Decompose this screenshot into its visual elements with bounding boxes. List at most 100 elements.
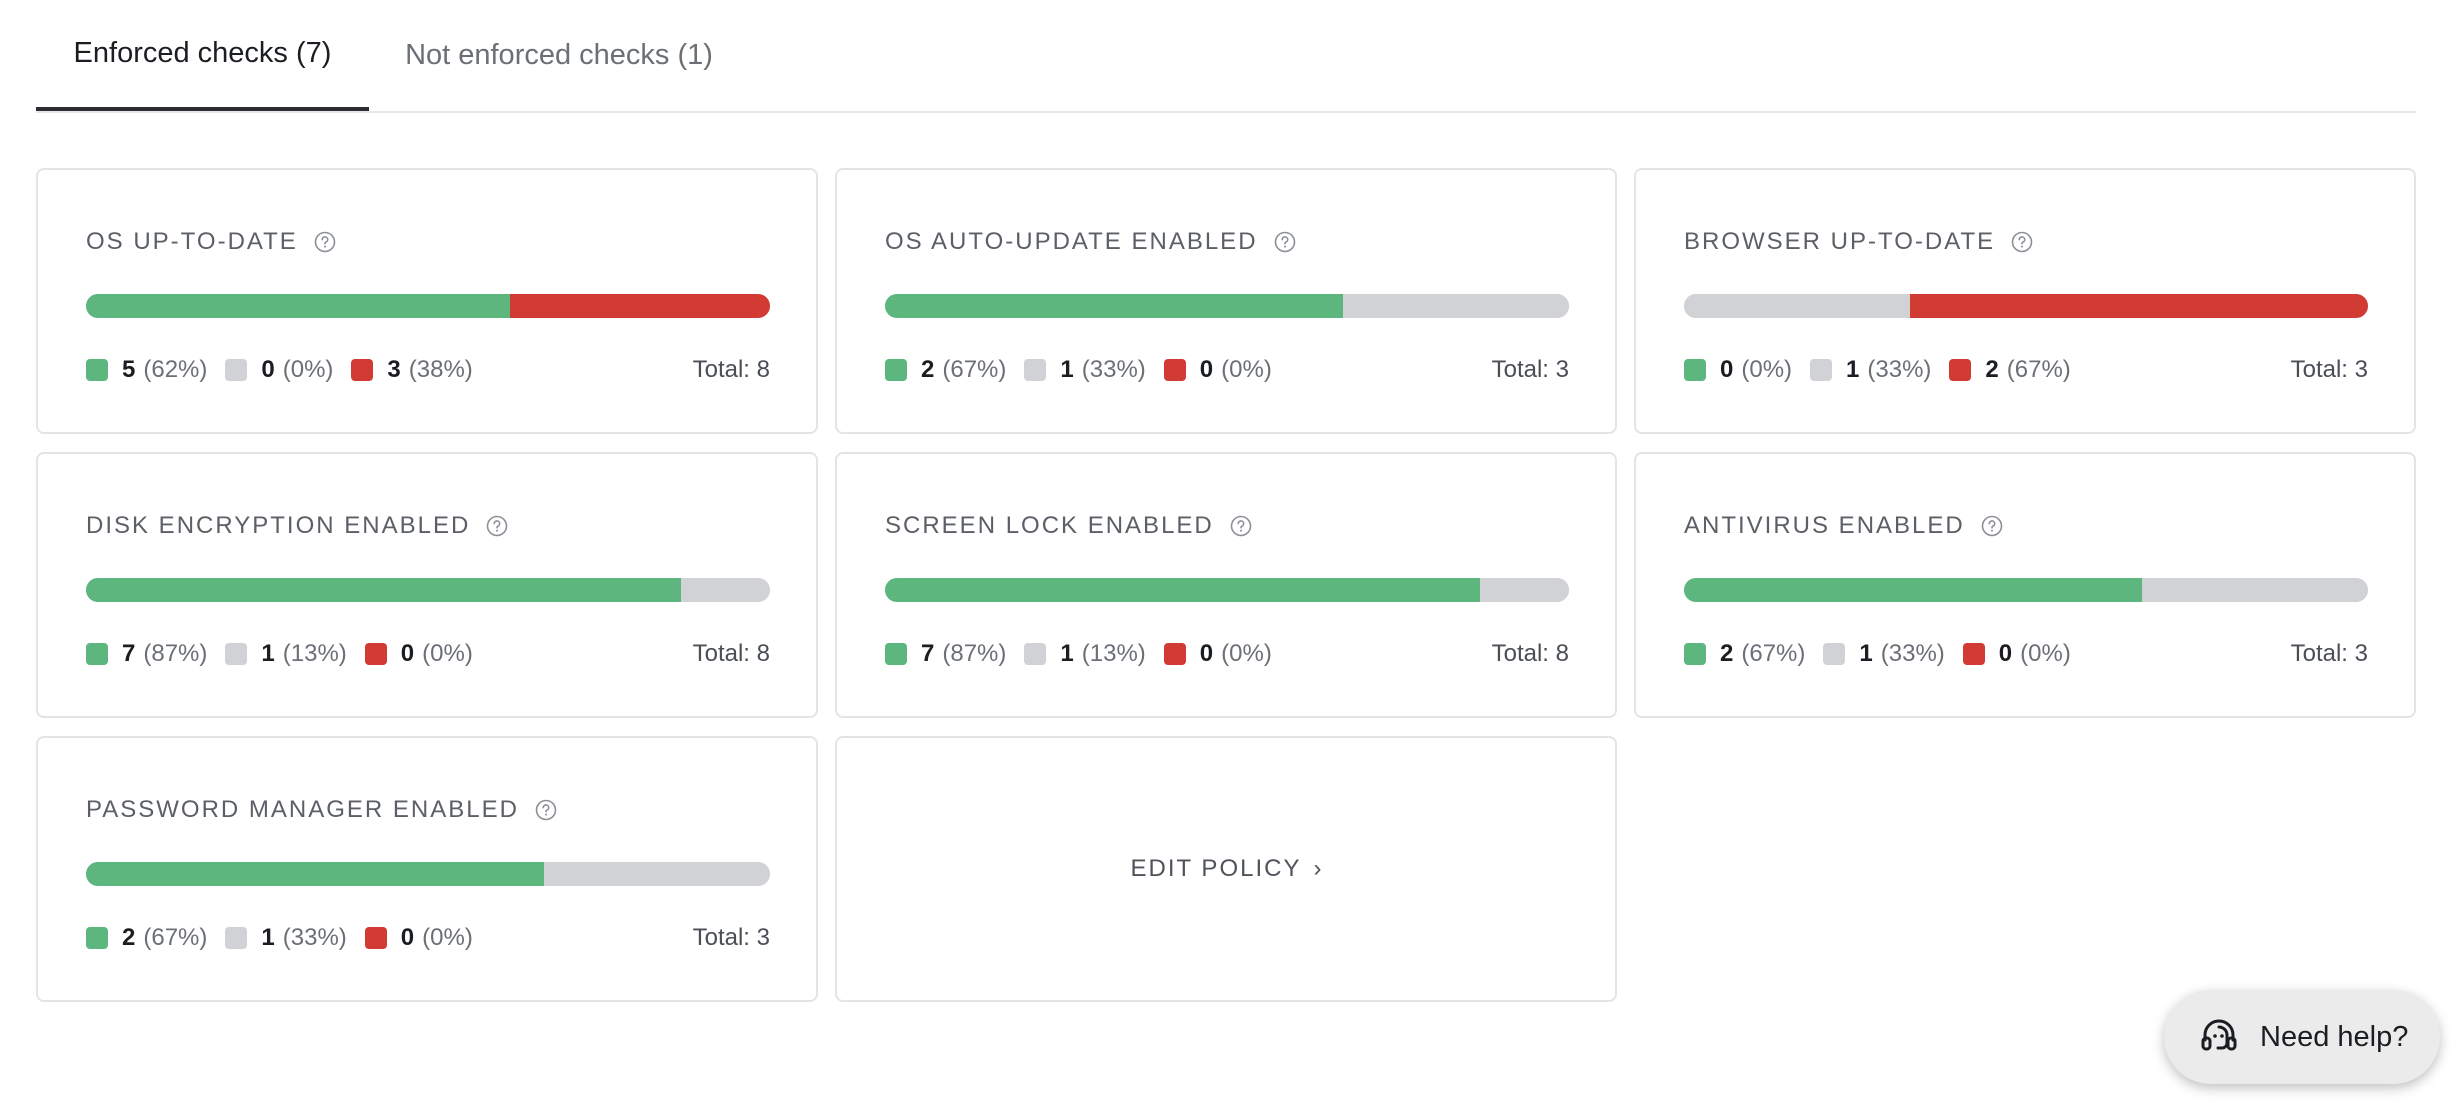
unknown-count: 1	[1060, 356, 1074, 383]
unknown-count: 1	[261, 924, 275, 951]
pass-percent: (62%)	[143, 356, 208, 383]
pass-segment	[86, 862, 545, 886]
fail-count: 0	[1199, 640, 1214, 667]
help-icon[interactable]	[1230, 515, 1252, 537]
check-total: Total: 3	[2290, 640, 2368, 667]
check-progress-bar	[86, 294, 770, 318]
check-title: OS UP-TO-DATE	[86, 228, 336, 256]
pass-percent: (67%)	[1741, 640, 1806, 667]
pass-swatch	[885, 643, 907, 665]
legend-fail: 0 (0%)	[1163, 356, 1272, 384]
pass-segment	[1684, 578, 2143, 602]
need-help-button[interactable]: Need help?	[2164, 990, 2440, 1084]
check-title: OS AUTO-UPDATE ENABLED	[885, 228, 1296, 256]
pass-percent: (67%)	[942, 356, 1007, 383]
unknown-count: 0	[261, 356, 275, 383]
legend-pass: 2 (67%)	[86, 924, 207, 952]
legend-fail: 0 (0%)	[364, 640, 473, 668]
fail-count: 0	[400, 924, 415, 951]
unknown-percent: (33%)	[1867, 356, 1932, 383]
fail-percent: (0%)	[422, 924, 473, 951]
help-icon[interactable]	[486, 515, 508, 537]
check-card: PASSWORD MANAGER ENABLED 2 (67%) 1 (33%) 0…	[36, 736, 818, 1002]
unknown-segment	[2142, 578, 2368, 602]
check-progress-bar	[1684, 294, 2368, 318]
pass-swatch	[86, 359, 108, 381]
unknown-segment	[681, 578, 770, 602]
unknown-percent: (0%)	[282, 356, 334, 383]
check-title: DISK ENCRYPTION ENABLED	[86, 512, 508, 540]
fail-percent: (67%)	[2006, 356, 2071, 383]
unknown-count: 1	[1859, 640, 1873, 667]
check-card: OS UP-TO-DATE 5 (62%) 0 (0%) 3 (38%) Total:…	[36, 168, 818, 434]
legend-unknown: 1 (13%)	[225, 640, 347, 668]
check-legend: 5 (62%) 0 (0%) 3 (38%) Total: 8	[86, 355, 770, 385]
check-title: BROWSER UP-TO-DATE	[1684, 228, 2033, 256]
check-legend: 2 (67%) 1 (33%) 0 (0%) Total: 3	[885, 355, 1569, 385]
pass-percent: (67%)	[143, 924, 208, 951]
unknown-segment	[544, 862, 770, 886]
legend-unknown: 1 (13%)	[1024, 640, 1146, 668]
fail-segment	[1909, 294, 2368, 318]
check-title-text: SCREEN LOCK ENABLED	[885, 512, 1214, 539]
unknown-swatch	[1823, 643, 1846, 665]
fail-swatch	[364, 643, 387, 665]
fail-percent: (38%)	[408, 356, 473, 383]
check-card: ANTIVIRUS ENABLED 2 (67%) 1 (33%) 0 (0%) To…	[1634, 452, 2416, 718]
help-icon[interactable]	[2011, 231, 2033, 253]
check-progress-bar	[1684, 578, 2368, 602]
check-title-text: ANTIVIRUS ENABLED	[1684, 512, 1965, 539]
pass-count: 0	[1720, 356, 1734, 383]
unknown-percent: (13%)	[1081, 640, 1146, 667]
pass-segment	[86, 578, 682, 602]
check-legend: 0 (0%) 1 (33%) 2 (67%) Total: 3	[1684, 355, 2368, 385]
pass-count: 2	[921, 356, 935, 383]
edit-policy-card[interactable]: EDIT POLICY ›	[835, 736, 1617, 1002]
unknown-segment	[1343, 294, 1569, 318]
edit-policy-label: EDIT POLICY	[1130, 855, 1302, 882]
check-title: ANTIVIRUS ENABLED	[1684, 512, 2003, 540]
fail-count: 0	[400, 640, 415, 667]
tab-enforced-checks[interactable]: Enforced checks (7)	[36, 0, 369, 111]
fail-swatch	[1163, 643, 1186, 665]
check-legend: 7 (87%) 1 (13%) 0 (0%) Total: 8	[885, 639, 1569, 669]
help-icon[interactable]	[535, 799, 557, 821]
pass-count: 2	[1720, 640, 1734, 667]
legend-pass: 7 (87%)	[885, 640, 1006, 668]
fail-count: 0	[1998, 640, 2013, 667]
need-help-label: Need help?	[2260, 1020, 2409, 1053]
pass-swatch	[1684, 359, 1706, 381]
tab-not-enforced-checks[interactable]: Not enforced checks (1)	[405, 39, 713, 71]
pass-percent: (87%)	[143, 640, 208, 667]
legend-unknown: 1 (33%)	[1823, 640, 1945, 668]
check-title-text: OS UP-TO-DATE	[86, 228, 298, 255]
legend-unknown: 0 (0%)	[225, 356, 333, 384]
fail-count: 2	[1985, 356, 1999, 383]
fail-swatch	[364, 927, 387, 949]
fail-percent: (0%)	[422, 640, 473, 667]
fail-segment	[510, 294, 770, 318]
unknown-swatch	[1810, 359, 1833, 381]
legend-fail: 0 (0%)	[1962, 640, 2071, 668]
fail-swatch	[1949, 359, 1972, 381]
pass-segment	[885, 578, 1481, 602]
legend-pass: 0 (0%)	[1684, 356, 1792, 384]
check-title: PASSWORD MANAGER ENABLED	[86, 796, 557, 824]
check-title-text: PASSWORD MANAGER ENABLED	[86, 796, 519, 823]
unknown-percent: (33%)	[1081, 356, 1146, 383]
help-icon[interactable]	[1981, 515, 2003, 537]
unknown-percent: (33%)	[282, 924, 347, 951]
help-icon[interactable]	[314, 231, 336, 253]
legend-fail: 0 (0%)	[364, 924, 473, 952]
pass-swatch	[885, 359, 907, 381]
check-title-text: BROWSER UP-TO-DATE	[1684, 228, 1996, 255]
help-icon[interactable]	[1274, 231, 1296, 253]
pass-percent: (0%)	[1741, 356, 1793, 383]
check-total: Total: 3	[2290, 356, 2368, 383]
check-progress-bar	[885, 578, 1569, 602]
unknown-count: 1	[261, 640, 275, 667]
fail-percent: (0%)	[1221, 640, 1272, 667]
check-title: SCREEN LOCK ENABLED	[885, 512, 1252, 540]
fail-percent: (0%)	[2020, 640, 2071, 667]
unknown-swatch	[1024, 359, 1047, 381]
